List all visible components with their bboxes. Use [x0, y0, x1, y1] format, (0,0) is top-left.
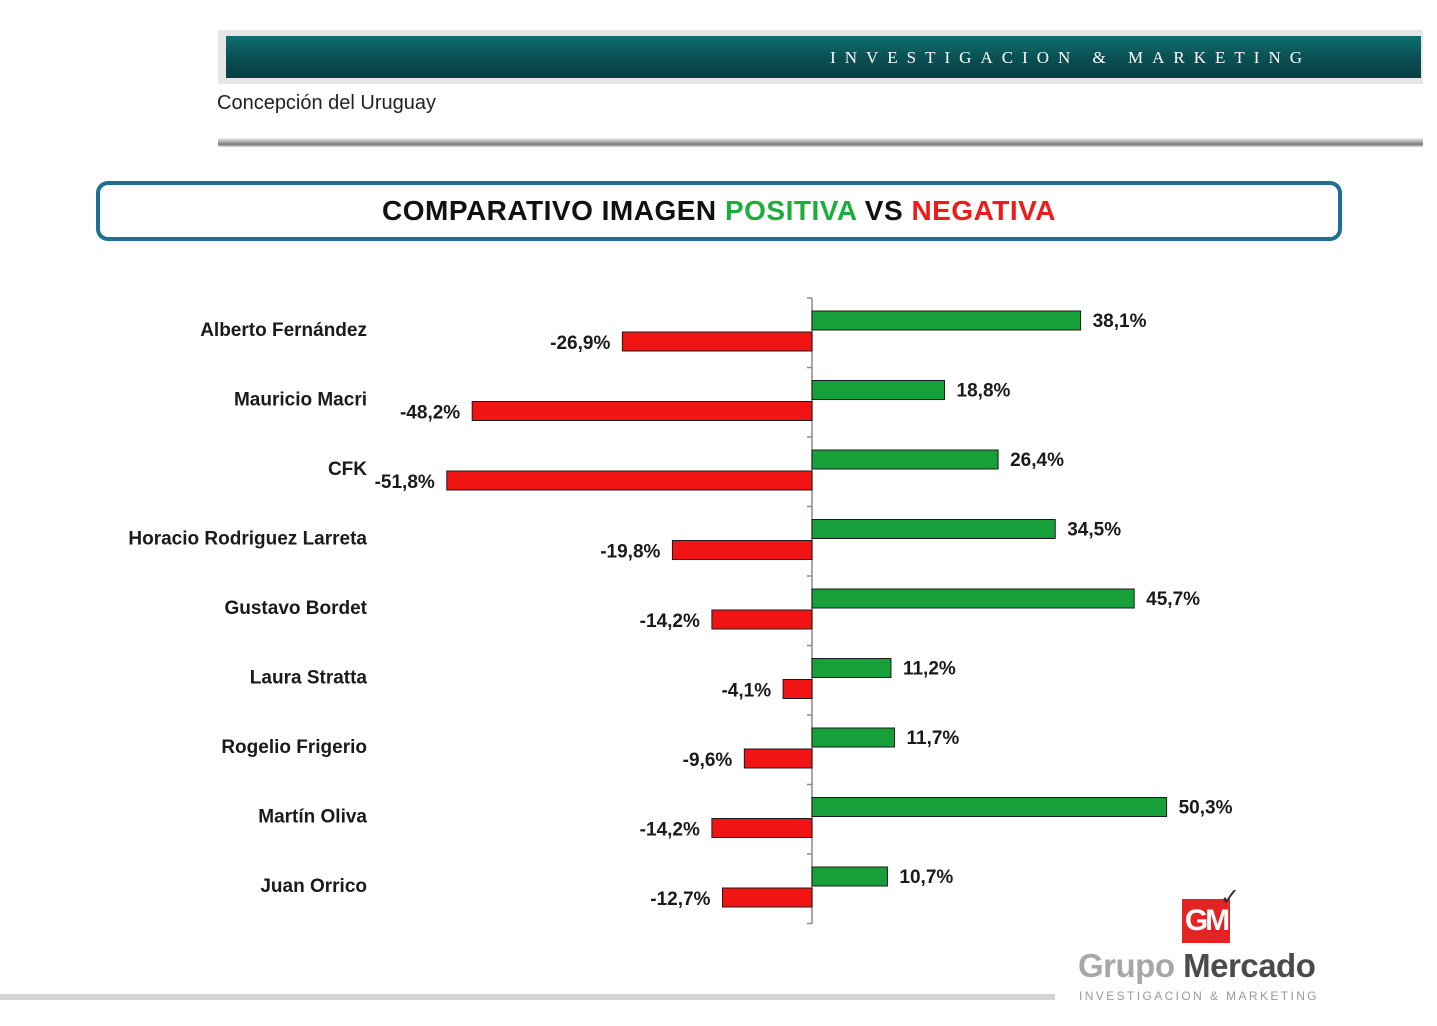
category-label: Juan Orrico	[260, 876, 367, 897]
positive-value-label: 11,7%	[906, 728, 959, 749]
company-logo: GM ✓ Grupo Mercado INVESTIGACION & MARKE…	[1070, 885, 1350, 1010]
title-part2: VS	[856, 195, 912, 226]
logo-name-part2: Mercado	[1183, 947, 1316, 984]
negative-bar	[721, 887, 813, 908]
negative-value-label: -9,6%	[683, 750, 733, 771]
negative-bar	[711, 818, 813, 838]
logo-name: Grupo Mercado	[1078, 947, 1316, 985]
title-part1: COMPARATIVO IMAGEN	[382, 195, 725, 226]
positive-bar	[811, 797, 1168, 817]
header-divider	[218, 138, 1423, 147]
category-label: Alberto Fernández	[200, 320, 367, 341]
banner-text: INVESTIGACION & MARKETING	[830, 48, 1311, 67]
negative-value-label: -14,2%	[640, 611, 700, 632]
positive-value-label: 38,1%	[1093, 311, 1147, 332]
logo-name-part1: Grupo	[1078, 947, 1175, 984]
positive-bar	[811, 449, 999, 470]
positive-value-label: 45,7%	[1146, 589, 1200, 610]
positive-value-label: 50,3%	[1179, 798, 1233, 819]
negative-bar	[446, 470, 813, 491]
positive-value-label: 11,2%	[903, 659, 956, 680]
title-positive-word: POSITIVA	[724, 195, 857, 226]
negative-value-label: -19,8%	[600, 542, 660, 563]
category-label: Horacio Rodriguez Larreta	[128, 529, 367, 550]
positive-bar	[811, 658, 892, 678]
category-label: Rogelio Frigerio	[221, 737, 367, 758]
category-label: Mauricio Macri	[234, 390, 367, 411]
negative-value-label: -12,7%	[650, 889, 710, 910]
category-label: Gustavo Bordet	[224, 598, 367, 619]
positive-bar	[811, 380, 946, 400]
logo-mark: GM	[1182, 899, 1230, 943]
positive-value-label: 26,4%	[1010, 450, 1064, 471]
logo-tagline: INVESTIGACION & MARKETING	[1079, 989, 1320, 1003]
negative-value-label: -51,8%	[375, 472, 435, 493]
header-banner: INVESTIGACION & MARKETING	[226, 36, 1421, 78]
chart-title-box: COMPARATIVO IMAGEN POSITIVA VS NEGATIVA	[96, 181, 1342, 241]
negative-bar	[471, 401, 813, 421]
category-label: Laura Stratta	[250, 668, 368, 689]
chart-title: COMPARATIVO IMAGEN POSITIVA VS NEGATIVA	[382, 195, 1056, 227]
positive-value-label: 18,8%	[957, 381, 1011, 402]
category-label: CFK	[328, 459, 367, 480]
negative-bar	[711, 609, 813, 630]
page-subtitle: Concepción del Uruguay	[217, 92, 437, 114]
negative-value-label: -14,2%	[640, 820, 700, 841]
category-label: Martín Oliva	[258, 807, 367, 828]
negative-bar	[782, 679, 813, 699]
negative-value-label: -48,2%	[400, 403, 460, 424]
positive-value-label: 34,5%	[1067, 520, 1121, 541]
positive-bar	[811, 727, 895, 748]
negative-bar	[743, 748, 813, 769]
check-icon: ✓	[1220, 884, 1241, 911]
positive-bar	[811, 866, 888, 887]
positive-value-label: 10,7%	[899, 867, 953, 888]
positive-bar	[811, 519, 1056, 539]
footer-divider	[0, 994, 1055, 1000]
title-negative-word: NEGATIVA	[911, 195, 1056, 226]
negative-bar	[621, 331, 813, 352]
negative-value-label: -26,9%	[550, 333, 610, 354]
negative-bar	[671, 540, 813, 560]
positive-bar	[811, 588, 1135, 609]
positive-bar	[811, 310, 1082, 331]
negative-value-label: -4,1%	[721, 681, 771, 702]
